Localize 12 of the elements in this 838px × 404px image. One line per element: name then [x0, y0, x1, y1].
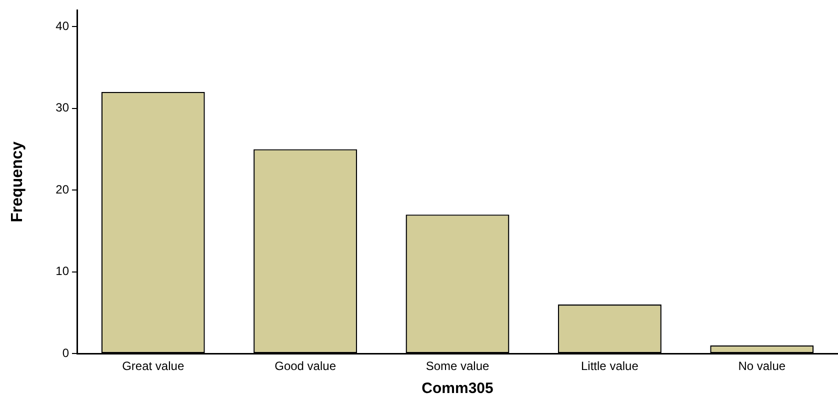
x-tick-label: Some value: [426, 359, 490, 374]
x-tick-label: Little value: [581, 359, 639, 374]
x-tick-label: Good value: [274, 359, 336, 374]
y-tick-label: 0: [62, 346, 70, 360]
y-tick-label: 40: [56, 18, 70, 33]
x-tick-label: No value: [738, 359, 786, 374]
y-axis-title: Frequency: [9, 141, 26, 222]
y-tick-label: 20: [56, 182, 70, 196]
y-tick-label: 10: [56, 264, 70, 278]
x-axis-title: Comm305: [422, 380, 494, 398]
x-tick-label: Great value: [122, 359, 184, 374]
y-tick-label: 30: [56, 100, 70, 115]
